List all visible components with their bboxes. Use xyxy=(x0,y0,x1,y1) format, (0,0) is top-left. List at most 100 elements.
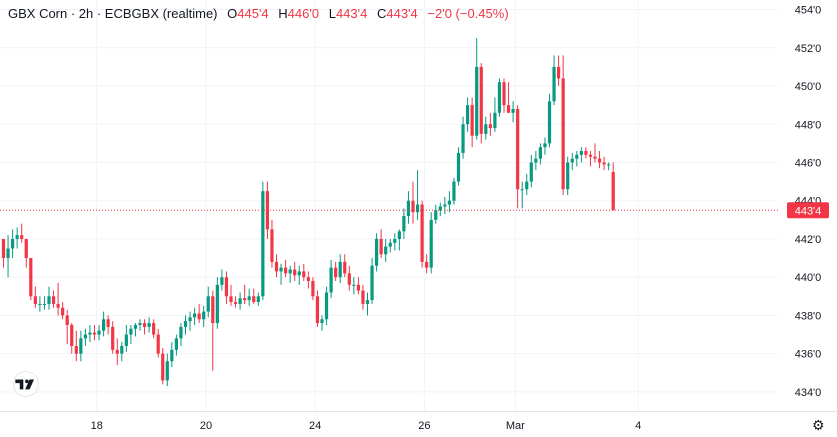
candle xyxy=(138,319,142,331)
candle-body xyxy=(343,261,347,274)
candle xyxy=(484,116,488,140)
candle xyxy=(270,219,274,268)
candle xyxy=(102,311,106,337)
candle xyxy=(302,263,306,282)
candle xyxy=(293,261,297,282)
candle-body xyxy=(47,296,51,304)
candle xyxy=(361,284,365,310)
candle-body xyxy=(447,200,451,205)
candle xyxy=(370,258,374,304)
candles xyxy=(1,38,615,387)
candle-body xyxy=(206,296,210,312)
candle xyxy=(70,323,74,354)
candle xyxy=(434,204,438,224)
price-axis[interactable]: 434'0436'0438'0440'0442'0444'0446'0448'0… xyxy=(795,5,822,399)
candle-body xyxy=(361,290,365,304)
candle xyxy=(1,238,6,268)
candle xyxy=(475,38,479,140)
candle-body xyxy=(356,284,360,291)
candle xyxy=(133,323,138,337)
candle-body xyxy=(170,349,174,362)
y-tick-label: 446'0 xyxy=(795,157,822,169)
candle xyxy=(261,181,265,301)
tradingview-logo-icon[interactable] xyxy=(10,370,42,398)
candle xyxy=(611,162,615,211)
candle xyxy=(438,202,442,217)
candle-body xyxy=(311,281,315,297)
candle-body xyxy=(493,112,497,129)
candle xyxy=(397,229,401,251)
candle-body xyxy=(611,172,615,211)
candle xyxy=(256,292,260,306)
candle-body xyxy=(215,284,219,324)
candle-body xyxy=(129,328,133,335)
candle-body xyxy=(443,204,447,207)
candle xyxy=(83,328,87,347)
candle xyxy=(584,147,588,159)
y-tick-label: 454'0 xyxy=(795,5,822,17)
candle-body xyxy=(270,229,274,262)
candle-body xyxy=(147,323,151,327)
candle xyxy=(61,302,65,320)
candle-body xyxy=(33,296,37,304)
candle xyxy=(197,303,201,324)
candle xyxy=(156,328,160,358)
candle xyxy=(211,290,215,371)
x-tick-label: 4 xyxy=(635,420,641,432)
candle xyxy=(279,263,283,285)
candle-body xyxy=(365,300,370,304)
candle xyxy=(38,296,42,312)
candle xyxy=(6,235,10,278)
candle xyxy=(466,97,470,132)
candle-body xyxy=(220,277,224,285)
y-tick-label: 442'0 xyxy=(795,234,822,246)
candle xyxy=(224,271,229,304)
candle xyxy=(92,324,97,341)
candle xyxy=(238,292,242,310)
candle xyxy=(274,254,279,278)
symbol-legend: GBX Corn · 2h · ECBGBX (realtime) O445'4… xyxy=(8,6,509,21)
candle xyxy=(516,105,520,209)
symbol-title[interactable]: GBX Corn · 2h · ECBGBX (realtime) xyxy=(8,6,218,21)
close-value: 443'4 xyxy=(386,6,418,21)
candle-body xyxy=(106,319,110,327)
candle xyxy=(452,177,456,205)
candle xyxy=(170,342,174,368)
candle xyxy=(297,265,301,285)
candle-body xyxy=(334,267,338,278)
candle-body xyxy=(6,248,10,259)
candle xyxy=(561,55,565,195)
candle xyxy=(129,324,133,345)
candle xyxy=(51,290,56,308)
candle xyxy=(202,305,206,327)
low-label: L xyxy=(328,6,336,21)
candle-body xyxy=(597,158,602,163)
candle xyxy=(306,271,310,289)
candle-body xyxy=(429,219,433,268)
candle xyxy=(215,277,219,329)
time-axis[interactable]: 18 20 24 26 Mar 4 xyxy=(91,420,642,432)
candle-body xyxy=(347,273,351,285)
candle xyxy=(365,292,370,316)
x-tick-label: 18 xyxy=(91,420,103,432)
candle-body xyxy=(238,298,242,304)
gear-icon[interactable]: ⚙ xyxy=(812,417,825,433)
candle xyxy=(29,258,33,301)
candle-body xyxy=(102,319,106,331)
candle xyxy=(402,208,406,239)
candle-body xyxy=(352,284,356,286)
candle-body xyxy=(83,334,87,339)
candle xyxy=(547,93,552,148)
candle-body xyxy=(20,235,24,239)
candle-body xyxy=(111,326,115,350)
candle-body xyxy=(233,302,238,304)
candle-body xyxy=(575,154,579,159)
candle-body xyxy=(561,78,565,190)
candle-body xyxy=(224,277,229,297)
candle-body xyxy=(420,204,424,262)
candle-body xyxy=(15,235,19,239)
candle xyxy=(347,265,351,291)
candle xyxy=(97,324,101,341)
candle xyxy=(575,151,579,167)
